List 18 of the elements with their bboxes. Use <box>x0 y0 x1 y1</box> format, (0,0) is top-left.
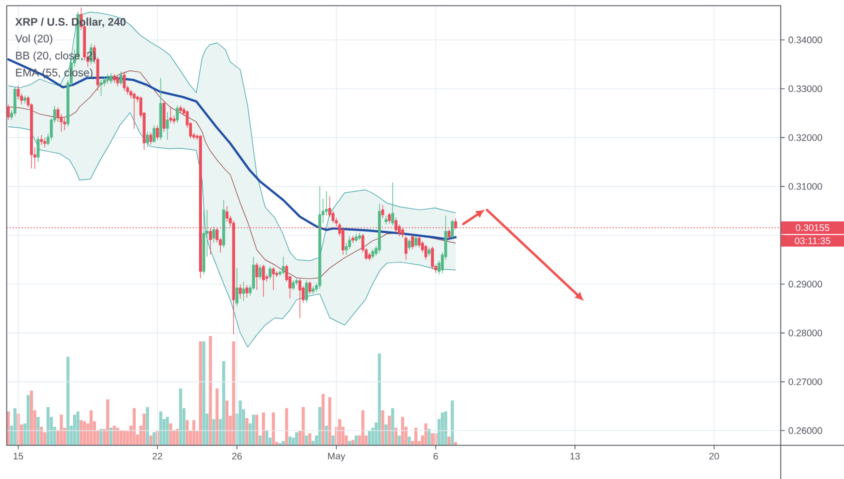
text: 03:11:35 <box>794 237 830 244</box>
x-tick-label: 22 <box>152 452 162 460</box>
y-tick-label: 0.26000 <box>788 427 822 434</box>
ref-line-label: 0.30155 <box>796 224 830 232</box>
x-tick-label: May <box>328 452 346 462</box>
y-tick-label: 0.34000 <box>788 36 822 44</box>
y-tick-label: 0.33000 <box>788 85 822 92</box>
x-tick-label: 15 <box>14 452 24 460</box>
y-tick-label: 0.31000 <box>788 183 822 190</box>
x-tick-label: 6 <box>434 452 438 460</box>
y-tick-label: 0.29000 <box>788 280 822 288</box>
x-tick-label: 20 <box>709 452 719 460</box>
annotation: Vol (20) <box>15 34 52 45</box>
x-tick-label: 26 <box>232 452 242 460</box>
x-tick-label: 13 <box>570 452 580 460</box>
y-tick-label: 0.28000 <box>788 330 822 336</box>
y-tick-label: 0.27000 <box>788 378 822 386</box>
y-tick-label: 0.32000 <box>788 134 822 141</box>
